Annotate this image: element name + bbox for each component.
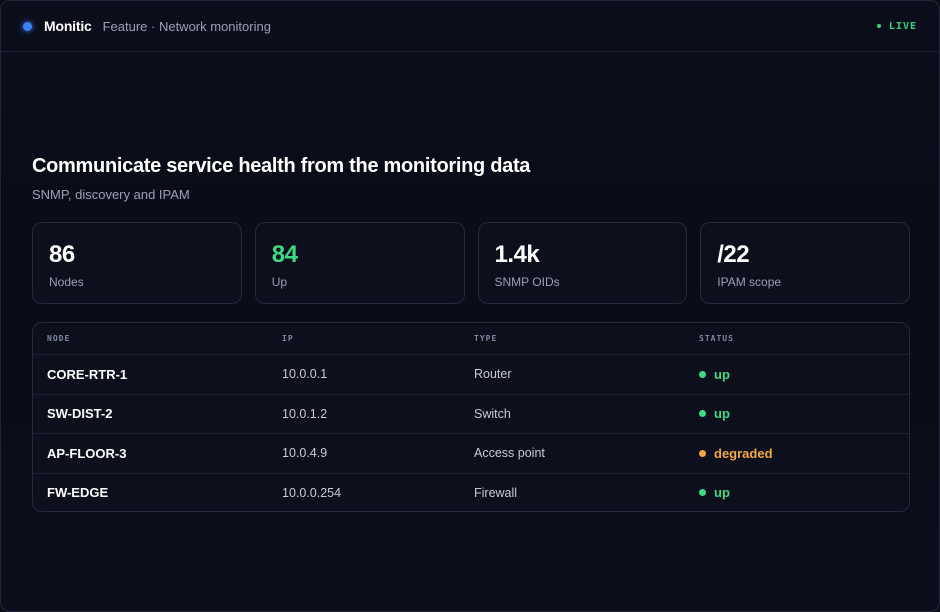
page-subtitle: SNMP, discovery and IPAM	[32, 187, 190, 202]
table-row[interactable]: CORE-RTR-1 10.0.0.1 Router up	[33, 354, 909, 394]
cell-status: up	[699, 367, 909, 382]
cell-node: AP-FLOOR-3	[47, 445, 127, 461]
live-label: LIVE	[888, 20, 917, 32]
stat-card-snmp-oids: 1.4k SNMP OIDs	[477, 222, 688, 304]
live-indicator: LIVE	[876, 20, 917, 32]
status-dot-icon	[699, 370, 706, 378]
cell-node: CORE-RTR-1	[47, 366, 128, 382]
status-text: up	[714, 406, 730, 422]
cell-status: degraded	[699, 446, 909, 461]
breadcrumb: Feature · Network monitoring	[102, 18, 271, 34]
cell-type: Switch	[474, 406, 511, 421]
stat-card-nodes: 86 Nodes	[32, 222, 242, 304]
status-dot-icon	[699, 489, 706, 497]
stat-card-up: 84 Up	[254, 222, 465, 304]
status-text: up	[714, 366, 730, 382]
stat-value: /22	[717, 241, 750, 268]
cell-node: SW-DIST-2	[47, 406, 113, 422]
stat-value: 86	[49, 241, 75, 268]
table-header-row: NODE IP TYPE STATUS	[33, 323, 909, 354]
stat-cards: 86 Nodes 84 Up 1.4k SNMP OIDs /22 IPAM s…	[32, 222, 910, 304]
cell-ip: 10.0.4.9	[282, 446, 328, 461]
stat-card-ipam-scope: /22 IPAM scope	[700, 222, 910, 304]
column-header-ip[interactable]: IP	[282, 334, 294, 343]
column-header-status[interactable]: STATUS	[699, 334, 734, 343]
brand-dot-icon	[23, 21, 32, 31]
stat-label: Up	[271, 275, 288, 289]
cell-ip: 10.0.1.2	[282, 406, 328, 421]
cell-ip: 10.0.0.1	[282, 367, 328, 382]
page-title: Communicate service health from the moni…	[32, 155, 531, 177]
cell-type: Firewall	[474, 485, 518, 500]
stat-label: IPAM scope	[717, 275, 782, 289]
status-text: degraded	[714, 445, 773, 461]
table-row[interactable]: SW-DIST-2 10.0.1.2 Switch up	[33, 393, 909, 434]
cell-type: Access point	[474, 446, 545, 461]
status-dot-icon	[699, 410, 706, 418]
table-row[interactable]: FW-EDGE 10.0.0.254 Firewall up	[33, 472, 909, 512]
node-table: NODE IP TYPE STATUS CORE-RTR-1 10.0.0.1 …	[32, 322, 910, 512]
cell-status: up	[699, 406, 909, 421]
stat-label: Nodes	[49, 275, 84, 289]
top-bar: Monitic Feature · Network monitoring LIV…	[1, 1, 939, 52]
stat-value: 84	[271, 241, 298, 268]
column-header-type[interactable]: TYPE	[474, 334, 498, 343]
column-header-node[interactable]: NODE	[47, 334, 71, 343]
stat-value: 1.4k	[494, 241, 540, 268]
brand-name[interactable]: Monitic	[44, 18, 92, 34]
status-text: up	[714, 485, 730, 501]
cell-type: Router	[474, 367, 512, 382]
cell-status: up	[699, 485, 909, 500]
live-dot-icon	[876, 24, 881, 28]
status-dot-icon	[699, 449, 706, 457]
cell-ip: 10.0.0.254	[282, 485, 342, 500]
stat-label: SNMP OIDs	[494, 275, 560, 289]
cell-node: FW-EDGE	[47, 485, 109, 501]
table-row[interactable]: AP-FLOOR-3 10.0.4.9 Access point degrade…	[33, 433, 909, 473]
